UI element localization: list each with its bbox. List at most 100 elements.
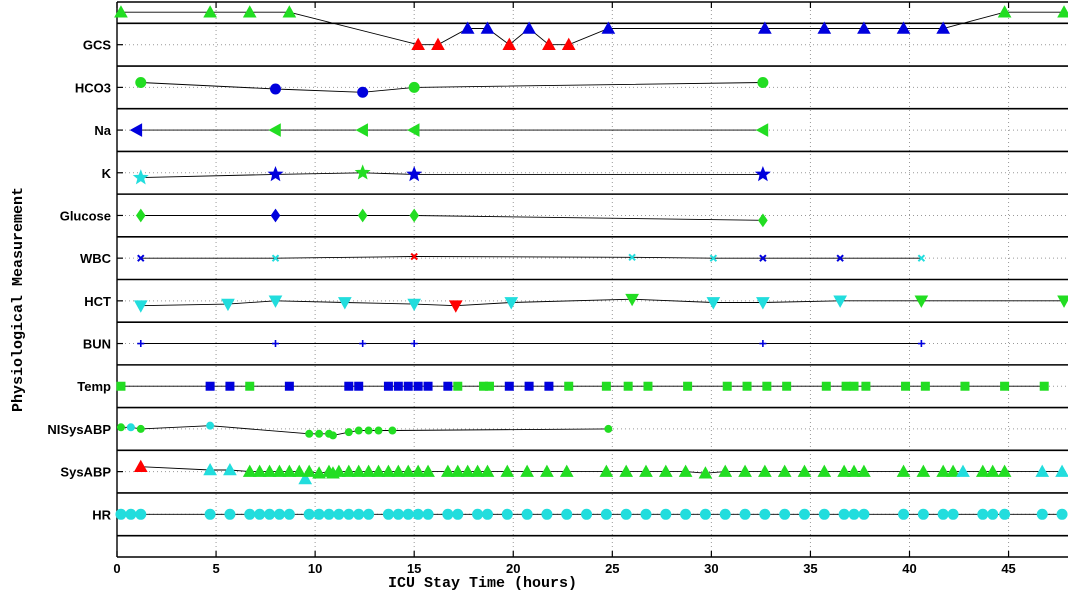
data-point: [660, 508, 672, 520]
data-point: [683, 381, 693, 391]
data-point: [409, 208, 419, 223]
data-point: [333, 508, 345, 520]
data-point: [292, 464, 307, 477]
data-point: [264, 508, 276, 520]
data-point: [719, 508, 731, 520]
data-point: [600, 508, 612, 520]
data-point: [833, 295, 848, 308]
data-point: [262, 464, 277, 477]
data-point: [284, 381, 294, 391]
data-point: [328, 431, 337, 440]
data-point: [847, 464, 861, 477]
data-point: [363, 508, 375, 520]
data-point: [643, 381, 653, 391]
data-point: [401, 464, 416, 477]
data-point: [282, 5, 297, 18]
data-point: [502, 37, 517, 50]
data-point: [561, 37, 576, 50]
data-point: [450, 464, 465, 477]
data-point: [125, 508, 137, 520]
data-point: [135, 208, 146, 223]
data-point: [758, 213, 768, 228]
row-label: HR: [92, 507, 111, 522]
data-point: [920, 381, 930, 391]
data-point: [126, 423, 135, 432]
data-point: [406, 166, 423, 182]
data-point: [480, 464, 495, 477]
data-point: [849, 381, 859, 391]
data-point: [472, 508, 484, 520]
data-point: [411, 37, 425, 50]
data-point: [599, 464, 614, 477]
data-point: [442, 508, 454, 520]
data-point: [272, 340, 279, 348]
data-point: [242, 464, 257, 477]
data-point: [268, 123, 281, 137]
row-label: GCS: [83, 38, 112, 53]
data-point: [137, 254, 145, 262]
data-point: [282, 464, 297, 477]
data-point: [411, 464, 425, 477]
data-point: [542, 37, 556, 50]
data-point: [987, 508, 999, 520]
y-axis-title: Physiological Measurement: [10, 187, 27, 412]
data-point: [312, 466, 326, 479]
data-point: [561, 508, 573, 520]
x-tick-label: 45: [1001, 561, 1015, 576]
data-point: [371, 464, 386, 477]
data-point: [381, 464, 396, 477]
data-point: [382, 508, 394, 520]
data-point: [391, 464, 406, 477]
data-point: [520, 464, 534, 477]
data-point: [999, 508, 1011, 520]
x-tick-label: 5: [212, 561, 219, 576]
data-point: [204, 508, 216, 520]
data-point: [759, 254, 767, 262]
data-point: [270, 83, 281, 95]
data-point: [431, 37, 445, 50]
data-point: [341, 464, 356, 477]
data-point: [601, 381, 611, 391]
data-point: [254, 508, 266, 520]
row-label: NISysABP: [47, 422, 111, 437]
data-point: [817, 21, 832, 34]
data-point: [1000, 381, 1010, 391]
data-point: [620, 508, 632, 520]
row-label: Glucose: [60, 208, 111, 223]
data-point: [313, 508, 325, 520]
data-point: [501, 508, 513, 520]
data-point: [132, 169, 149, 185]
data-point: [836, 254, 844, 262]
data-point: [205, 381, 215, 391]
data-point: [267, 166, 284, 182]
data-point: [271, 254, 280, 262]
data-point: [917, 254, 926, 262]
data-point: [270, 208, 281, 223]
data-point: [604, 424, 613, 433]
data-point: [718, 464, 733, 477]
data-point: [410, 252, 418, 261]
data-point: [818, 508, 830, 520]
data-point: [359, 340, 367, 348]
data-point: [1035, 464, 1050, 477]
data-point: [481, 508, 493, 520]
data-point: [305, 429, 314, 438]
data-point: [898, 508, 910, 520]
data-point: [114, 5, 128, 18]
data-point: [757, 77, 769, 89]
data-point: [762, 381, 772, 391]
data-point: [698, 466, 713, 479]
x-tick-label: 20: [506, 561, 520, 576]
data-point: [837, 464, 851, 477]
data-point: [754, 166, 771, 182]
data-point: [1056, 508, 1068, 520]
data-point: [413, 381, 423, 391]
data-point: [524, 381, 534, 391]
data-point: [541, 508, 553, 520]
data-point: [623, 381, 633, 391]
data-point: [975, 464, 990, 477]
data-point: [116, 381, 126, 391]
data-point: [917, 508, 929, 520]
data-point: [916, 464, 931, 477]
